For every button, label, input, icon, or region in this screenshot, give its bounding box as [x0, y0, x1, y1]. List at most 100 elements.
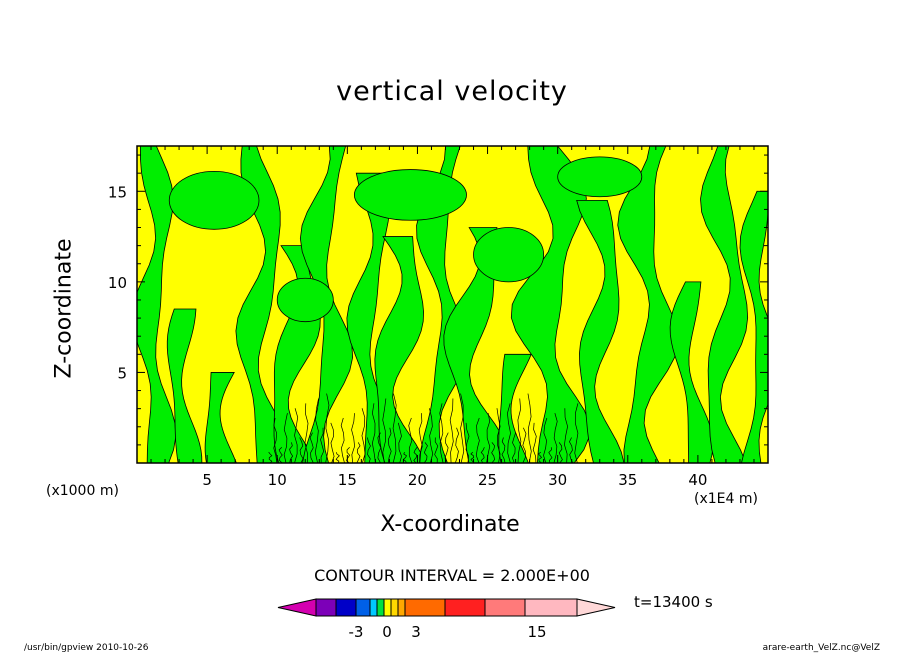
contour-band	[204, 372, 237, 463]
fine-contour	[574, 403, 579, 463]
x-axis-label: X-coordinate	[380, 512, 520, 537]
fine-contour	[346, 447, 351, 463]
fine-contour	[402, 451, 407, 463]
fine-contour	[340, 417, 345, 463]
colorbar-left-arrow	[277, 598, 317, 617]
contour-band	[443, 227, 508, 463]
contour-band	[374, 236, 426, 463]
fine-contour	[564, 408, 568, 463]
colorbar-tick-label: 3	[411, 623, 421, 641]
contour-blob	[168, 170, 260, 230]
fine-contour	[486, 413, 491, 463]
y-tick-label: 5	[117, 364, 127, 382]
x-tick-label: 5	[202, 471, 212, 489]
fine-contour	[268, 451, 273, 463]
fine-contour	[397, 422, 402, 463]
footer-left: /usr/bin/gpview 2010-10-26	[24, 643, 149, 653]
fine-contour	[392, 393, 397, 463]
fine-contour	[449, 398, 454, 463]
fine-contour	[367, 437, 371, 463]
x-tick-label: 10	[268, 471, 287, 489]
fine-contour	[532, 422, 537, 463]
fine-contour	[371, 403, 376, 463]
fine-contour	[517, 398, 522, 463]
contour-band	[576, 199, 625, 463]
fine-contour	[330, 422, 335, 463]
fine-contour	[470, 451, 475, 463]
footer-right: arare-earth_VelZ.nc@VelZ	[762, 643, 880, 653]
fine-contour	[475, 417, 480, 463]
y-axis-label: Z-coordinate	[51, 238, 77, 379]
axis-ticks: 5 10 15 20 25 30 35 40 5 10 15	[108, 146, 768, 489]
fine-contour	[429, 408, 434, 463]
contour-field	[137, 146, 768, 463]
fine-contour	[325, 393, 330, 463]
fine-contour	[294, 408, 299, 463]
x-tick-label: 25	[478, 471, 497, 489]
x-unit-note: (x1000 m)	[46, 483, 119, 499]
contour-band	[739, 190, 768, 463]
fine-contour	[439, 403, 444, 463]
colorbar: -3 0 3 15	[277, 598, 616, 641]
fine-contour	[558, 442, 563, 463]
fine-contour	[377, 432, 382, 463]
fine-contour	[314, 398, 319, 463]
contour-band	[235, 146, 288, 463]
x-tick-label: 15	[338, 471, 357, 489]
colorbar-cell	[524, 598, 578, 617]
fine-contour	[283, 413, 288, 463]
contour-blob	[353, 169, 467, 221]
colorbar-cell	[376, 598, 385, 617]
fine-contour	[460, 393, 465, 463]
fine-contour	[569, 437, 574, 463]
colorbar-tick-label: -3	[349, 623, 364, 641]
fine-contour	[480, 447, 485, 463]
fine-contour	[361, 408, 366, 463]
fine-contour	[434, 437, 439, 463]
colorbar-cell	[444, 598, 486, 617]
fine-contour	[496, 408, 501, 463]
fine-contour	[320, 427, 325, 463]
fine-contour	[548, 447, 553, 463]
y-unit-note: (x1E4 m)	[694, 491, 758, 507]
colorbar-tick-label: 15	[527, 623, 546, 641]
contour-band	[617, 146, 679, 463]
fine-contour	[444, 432, 449, 463]
fine-contour	[356, 442, 361, 463]
y-tick-label: 10	[108, 274, 127, 292]
x-tick-label: 30	[548, 471, 567, 489]
colorbar-cell	[369, 598, 378, 617]
fine-contour	[507, 403, 511, 463]
fine-contour	[289, 442, 294, 463]
contour-band	[700, 146, 749, 463]
contour-interval: CONTOUR INTERVAL = 2.000E+00	[314, 566, 590, 585]
fine-contour	[299, 437, 304, 463]
fine-contour	[553, 413, 558, 463]
fine-contour	[501, 437, 506, 463]
fine-contour	[418, 413, 423, 463]
contour-blob	[276, 277, 334, 323]
fine-contour	[278, 447, 283, 463]
fine-contour	[309, 432, 314, 463]
contour-blob	[473, 227, 545, 283]
chart-title: vertical velocity	[336, 76, 568, 107]
x-tick-label: 35	[618, 471, 637, 489]
contour-band	[166, 308, 203, 463]
colorbar-cell	[404, 598, 446, 617]
x-tick-label: 40	[688, 471, 707, 489]
fine-contour	[465, 422, 470, 463]
colorbar-tick-label: 0	[382, 623, 392, 641]
fine-contour	[491, 442, 496, 463]
contour-blob	[557, 156, 643, 198]
colorbar-cell	[484, 598, 526, 617]
fine-contour	[382, 398, 387, 463]
contour-band	[137, 146, 177, 463]
colorbar-cell	[397, 598, 406, 617]
plot-frame	[136, 145, 769, 464]
x-tick-label: 20	[408, 471, 427, 489]
fine-contour	[335, 452, 340, 463]
fine-contour	[423, 442, 428, 463]
y-tick-label: 15	[108, 183, 127, 201]
fine-contour	[543, 417, 548, 463]
